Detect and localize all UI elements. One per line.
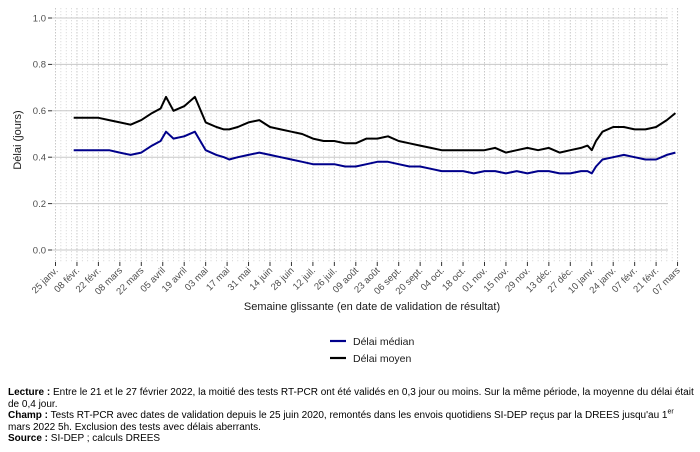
y-tick-label: 0.8: [33, 60, 46, 71]
note-lecture-label: Lecture :: [8, 387, 51, 398]
note-lecture-text: Entre le 21 et le 27 février 2022, la mo…: [8, 387, 694, 410]
y-tick-label: 0.2: [33, 199, 46, 210]
x-tick-label: 14 juin: [248, 265, 276, 293]
chart-series: [73, 95, 677, 175]
note-champ-label: Champ :: [8, 410, 48, 422]
x-tick-label: 28 juin: [269, 265, 297, 293]
note-champ: Champ : Tests RT-PCR avec dates de valid…: [8, 408, 698, 433]
y-axis-title: Délai (jours): [12, 110, 24, 169]
chart-grid: [52, 8, 679, 262]
legend-label-mean: Délai moyen: [353, 353, 412, 365]
x-tick-label: 12 juil.: [291, 265, 318, 292]
legend-label-median: Délai médian: [353, 336, 414, 348]
note-champ-sup: er: [667, 408, 674, 416]
y-tick-label: 0.6: [33, 106, 46, 117]
x-axis-title: Semaine glissante (en date de validation…: [244, 301, 500, 313]
chart-legend: Délai médian Délai moyen: [330, 336, 414, 365]
note-source-text: SI-DEP ; calculs DREES: [48, 433, 161, 445]
line-chart: 0.0 0.2 0.4 0.6 0.8 1.0 25 janv.08 févr.22 fé…: [12, 8, 683, 365]
chart-notes: Lecture : Entre le 21 et le 27 février 2…: [8, 387, 698, 445]
note-champ-text-2: mars 2022 5h. Exclusion des tests avec d…: [8, 421, 261, 433]
series-line-mean: [73, 95, 677, 154]
y-tick-label: 0.4: [33, 153, 46, 164]
y-tick-label: 1.0: [33, 13, 46, 24]
y-axis: 0.0 0.2 0.4 0.6 0.8 1.0: [33, 13, 52, 256]
note-source-label: Source :: [8, 433, 49, 445]
note-source: Source : SI-DEP ; calculs DREES: [8, 433, 698, 445]
note-lecture: Lecture : Entre le 21 et le 27 février 2…: [8, 387, 698, 410]
series-line-median: [73, 130, 676, 175]
note-champ-text-1: Tests RT-PCR avec dates de validation de…: [48, 410, 668, 422]
y-tick-label: 0.0: [33, 245, 46, 256]
x-tick-label: 31 mai: [226, 265, 254, 293]
